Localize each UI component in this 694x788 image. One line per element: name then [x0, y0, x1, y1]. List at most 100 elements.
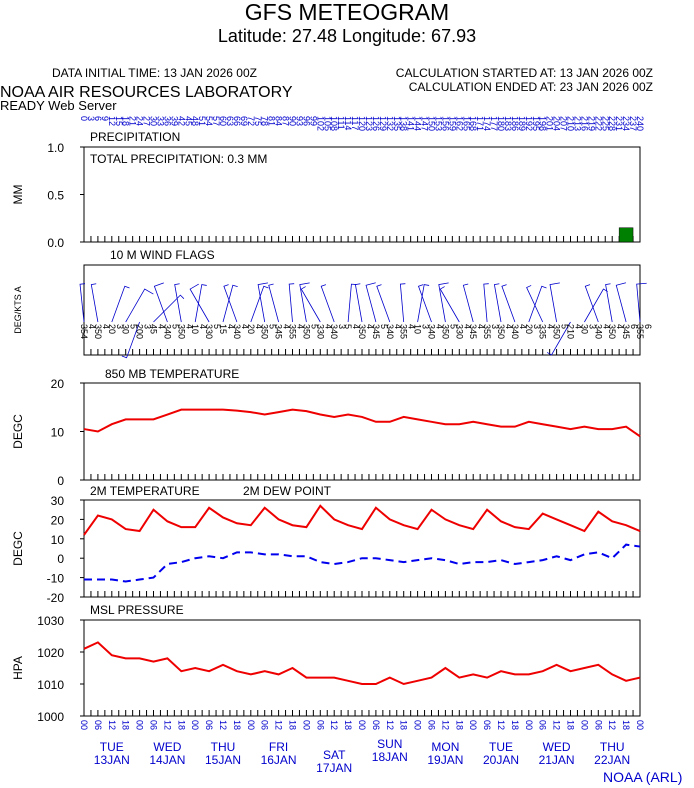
wind-speed: 4: [407, 324, 417, 329]
bottom-tick-label: 12: [218, 720, 228, 730]
top-tick-label: 144: [413, 116, 423, 131]
wind-barb: [90, 283, 99, 323]
top-tick-label: 78: [260, 116, 270, 126]
wind-speed: 3: [143, 324, 153, 329]
wind-speed: 4: [198, 324, 208, 329]
bottom-tick-label: 00: [135, 720, 145, 730]
bottom-tick-label: 00: [190, 720, 200, 730]
top-tick-label: 192: [524, 116, 534, 131]
wind-barb: [528, 285, 547, 323]
wind-speed: 3: [490, 324, 500, 329]
date-label: 20JAN: [483, 753, 519, 767]
calc-started: CALCULATION STARTED AT: 13 JAN 2026 00Z: [396, 66, 653, 80]
wind-barb: [125, 288, 154, 323]
wind-dir: 350: [93, 324, 103, 339]
wind-speed: 4: [87, 324, 97, 329]
wind-speed: 4: [365, 324, 375, 329]
wind-speed: 4: [184, 324, 194, 329]
calc-ended: CALCULATION ENDED AT: 23 JAN 2026 00Z: [409, 80, 653, 94]
date-label: 15JAN: [205, 753, 241, 767]
data-time: DATA INITIAL TIME: 13 JAN 2026 00Z: [52, 66, 257, 80]
top-tick-label: 102: [315, 116, 325, 131]
top-tick-label: 99: [308, 116, 318, 126]
top-tick-label: 219: [586, 116, 596, 131]
date-label: 22JAN: [594, 753, 630, 767]
wind-dir: 340: [427, 324, 437, 339]
wind-barb: [501, 284, 516, 323]
top-tick-label: 228: [607, 116, 617, 131]
day-label: THU: [211, 740, 236, 754]
wind-speed: 5: [212, 324, 222, 329]
bottom-tick-label: 06: [260, 720, 270, 730]
y-tick-label: 1.0: [47, 141, 64, 155]
wind-barb: [483, 283, 489, 323]
bottom-tick-label: 06: [427, 720, 437, 730]
wind-speed: 4: [615, 324, 625, 329]
wind-barb: [288, 283, 295, 323]
top-tick-label: 30: [149, 116, 159, 126]
bottom-tick-label: 12: [552, 720, 562, 730]
wind-barb: [300, 286, 321, 323]
wind-dir: 340: [510, 324, 520, 339]
top-tick-label: 147: [420, 116, 430, 131]
top-tick-label: 81: [267, 116, 277, 126]
top-tick-label: 3: [86, 116, 96, 121]
wind-speed: 4: [226, 324, 236, 329]
day-label: WED: [543, 740, 571, 754]
bottom-tick-label: 18: [454, 720, 464, 730]
legend-entry: 2M TEMPERATURE: [90, 484, 200, 498]
top-tick-label: 177: [489, 116, 499, 131]
date-label: 17JAN: [316, 761, 352, 775]
top-tick-label: 84: [274, 116, 284, 126]
bottom-tick-label: 06: [371, 720, 381, 730]
bottom-tick-label: 18: [121, 720, 131, 730]
wind-dir: 350: [496, 324, 506, 339]
wind-dir: 350: [440, 324, 450, 339]
wind-speed: 4: [282, 324, 292, 329]
top-tick-label: 207: [559, 116, 569, 131]
top-tick-label: 126: [371, 116, 381, 131]
top-tick-label: 180: [496, 116, 506, 131]
bottom-tick-label: 06: [315, 720, 325, 730]
top-tick-label: 120: [357, 116, 367, 131]
y-tick-label: 1030: [37, 614, 64, 628]
wind-barb: [376, 284, 391, 323]
y-tick-label: -10: [47, 572, 65, 586]
wind-dir: 355: [288, 324, 298, 339]
top-tick-label: 183: [503, 116, 513, 131]
precip-bar: [618, 227, 634, 243]
wind-barb: [584, 284, 599, 323]
bottom-tick-label: 00: [524, 720, 534, 730]
wind-dir: 335: [538, 324, 548, 339]
top-tick-label: 87: [281, 116, 291, 126]
top-tick-label: 42: [176, 116, 186, 126]
top-tick-label: 222: [593, 116, 603, 131]
wind-barb: [438, 282, 449, 323]
top-tick-label: 156: [440, 116, 450, 131]
top-tick-label: 174: [482, 116, 492, 131]
wind-speed: 5: [309, 324, 319, 329]
top-tick-label: 21: [128, 116, 138, 126]
wind-speed: 3: [115, 324, 125, 329]
top-tick-label: 63: [225, 116, 235, 126]
bottom-tick-label: 12: [107, 720, 117, 730]
day-label: MON: [431, 740, 459, 754]
y-axis-label: HPA: [11, 656, 25, 680]
bottom-tick-label: 12: [162, 720, 172, 730]
bottom-tick-label: 18: [232, 720, 242, 730]
wind-barb: [417, 284, 432, 323]
top-tick-label: 204: [552, 116, 562, 131]
bottom-tick-label: 18: [343, 720, 353, 730]
top-tick-label: 168: [468, 116, 478, 131]
top-tick-label: 36: [162, 116, 172, 126]
wind-speed: 4: [574, 324, 584, 329]
top-tick-label: 231: [614, 116, 624, 131]
y-tick-label: 1020: [37, 646, 64, 660]
top-tick-label: 69: [239, 116, 249, 126]
bottom-tick-label: 18: [621, 720, 631, 730]
y-tick-label: 30: [51, 494, 65, 508]
wind-barb: [605, 283, 613, 323]
top-tick-label: 12: [107, 116, 117, 126]
y-tick-label: 1010: [37, 678, 64, 692]
wind-speed: 4: [518, 324, 528, 329]
